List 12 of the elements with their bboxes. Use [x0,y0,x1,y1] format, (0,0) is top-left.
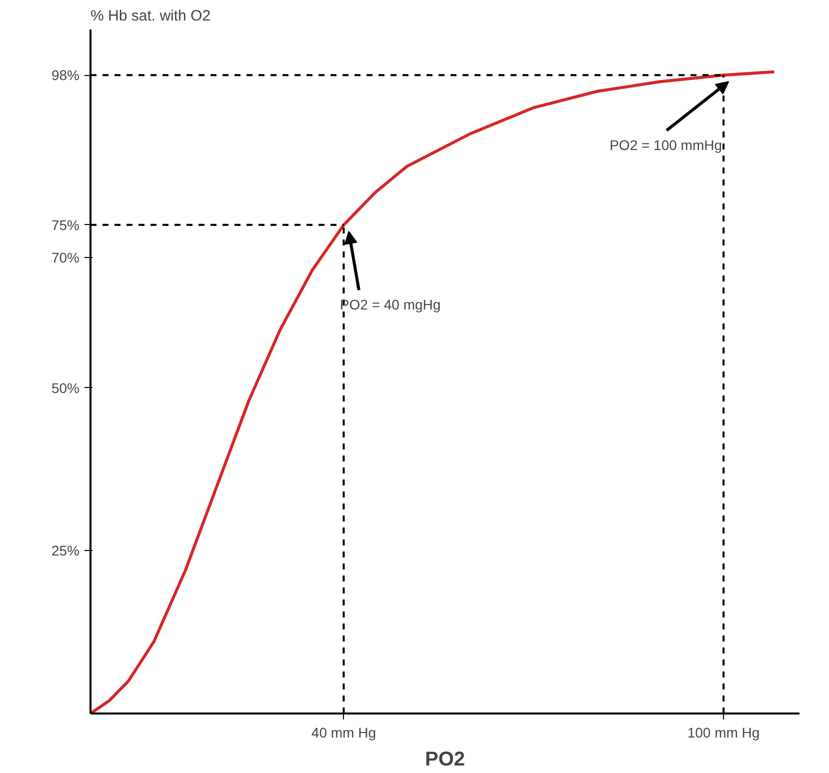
y-tick-label: 70% [51,250,80,266]
annotation: PO2 = 40 mgHg [340,296,441,313]
annotation: PO2 = 100 mmHg [610,136,722,153]
y-axis-title: % Hb sat. with O2 [90,8,211,24]
x-tick-label: 40 mm Hg [311,724,376,740]
x-axis-title: PO2 [424,748,466,770]
x-tick-label: 100 mm Hg [687,724,760,740]
y-tick-label: 75% [51,216,80,233]
y-tick-label: 25% [51,542,80,559]
y-tick-label: 98% [51,67,80,84]
line-series [90,70,776,714]
y-tick-label: 50% [51,380,80,396]
